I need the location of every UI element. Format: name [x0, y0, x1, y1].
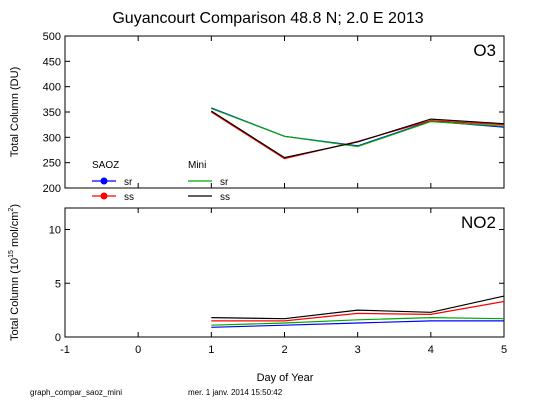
legend-item-saoz-sr-label: sr [124, 177, 133, 188]
footer-timestamp: mer. 1 janv. 2014 15:50:42 [188, 388, 283, 397]
legend: SAOZ Mini sr ss sr ss [92, 160, 230, 203]
legend-item-saoz-ss-marker [100, 192, 108, 200]
footer-filename: graph_compar_saoz_mini [30, 388, 122, 397]
no2-series-mini-ss [211, 295, 505, 320]
o3-y-axis-label: Total Column (DU) [9, 67, 21, 157]
no2-panel-label: NO2 [461, 213, 496, 232]
no2-series-saoz-sr [211, 320, 504, 328]
o3-series-mini-ss [210, 110, 505, 159]
legend-item-saoz-ss-label: ss [124, 192, 134, 203]
x-tick-label: 3 [355, 344, 361, 356]
o3-series-saoz-ss [210, 111, 505, 160]
o3-ytick-label: 400 [43, 82, 61, 94]
legend-group-mini: Mini [188, 160, 206, 171]
legend-items: sr ss sr ss [92, 177, 230, 203]
x-tick-label: 1 [208, 344, 214, 356]
no2-ytick-label: 0 [55, 332, 61, 344]
o3-ytick-label: 200 [43, 183, 61, 195]
no2-ytick-label: 10 [49, 225, 61, 237]
chart-title: Guyancourt Comparison 48.8 N; 2.0 E 2013 [112, 10, 423, 27]
x-tick-label: 0 [135, 344, 141, 356]
legend-item-mini-ss-label: ss [220, 192, 230, 203]
x-tick-label: -1 [60, 344, 70, 356]
o3-ytick-label: 350 [43, 107, 61, 119]
o3-ytick-label: 250 [43, 158, 61, 170]
x-tick-label: 4 [428, 344, 434, 356]
legend-item-mini-sr-label: sr [220, 177, 229, 188]
no2-y-axis-label: Total Column (1015 mol/cm2) [8, 204, 21, 341]
o3-panel-label: O3 [473, 41, 496, 60]
o3-plot-frame [64, 35, 505, 189]
x-axis-label: Day of Year [257, 372, 314, 384]
no2-ytick-label: 5 [55, 278, 61, 290]
o3-ytick-label: 300 [43, 132, 61, 144]
o3-series-mini-sr [211, 107, 505, 148]
x-tick-label: 5 [501, 344, 507, 356]
legend-group-saoz: SAOZ [92, 160, 119, 171]
legend-item-saoz-sr-marker [100, 177, 108, 185]
x-tick-label: 2 [281, 344, 287, 356]
o3-ytick-label: 450 [43, 56, 61, 68]
o3-panel: 200 250 300 350 400 450 500 O3 Total Column (DU) [9, 31, 505, 195]
no2-series-mini-sr [211, 316, 505, 326]
no2-series-saoz-ss [211, 300, 505, 322]
o3-ytick-label: 500 [43, 31, 61, 43]
